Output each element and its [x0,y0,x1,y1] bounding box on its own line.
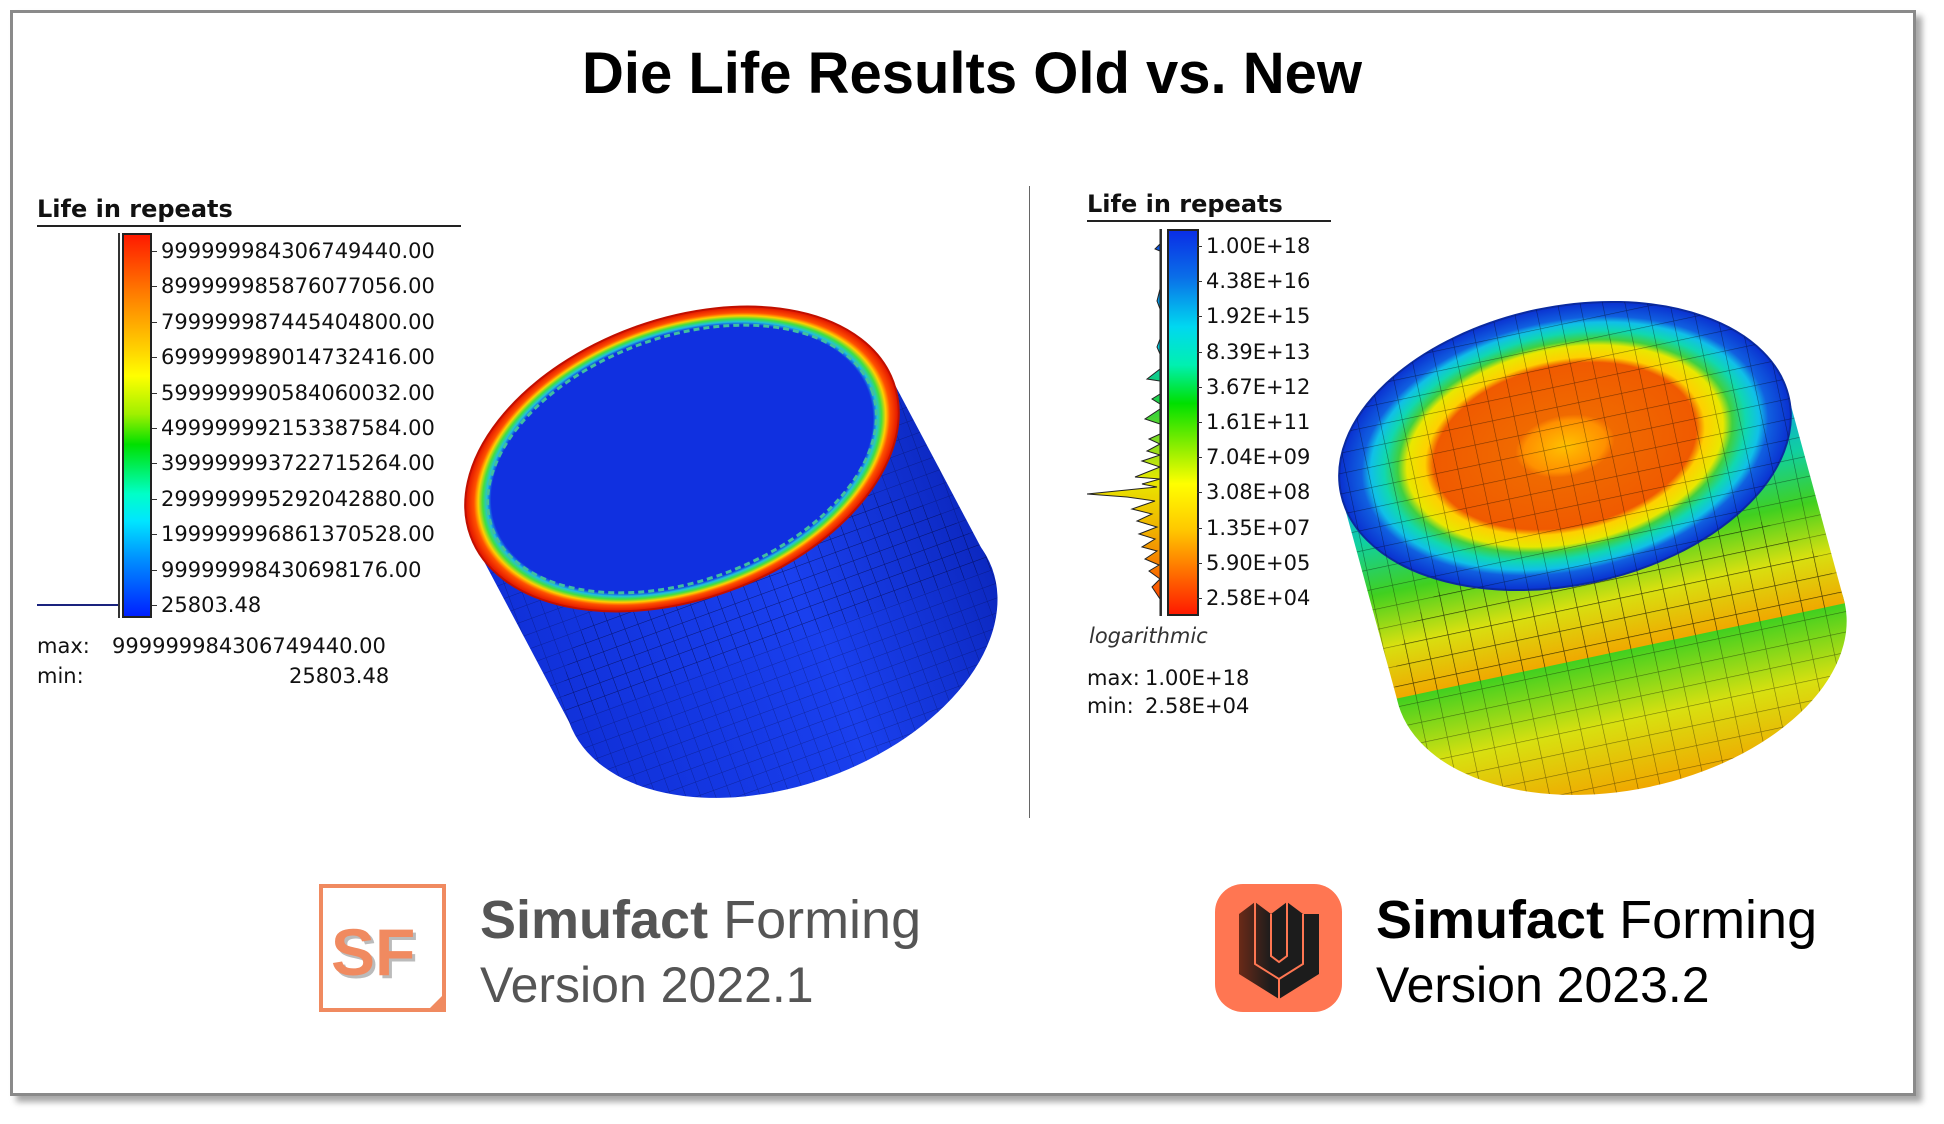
new-brand-light: Forming [1619,890,1818,950]
left-tick-label: 299999995292042880.00 [152,486,435,511]
right-tick-label: 4.38E+16 [1196,269,1311,294]
center-divider [1029,186,1030,818]
left-tick-label: 899999985876077056.00 [152,274,435,299]
old-die-model [464,305,998,798]
right-tick-label: 1.35E+07 [1196,515,1311,540]
right-tick-label: 5.90E+05 [1196,550,1311,575]
left-tick-label: 599999990584060032.00 [152,380,435,405]
left-tick-label: 199999996861370528.00 [152,522,435,547]
left-max-value: 999999984306749440.00 [112,634,386,658]
sf-logo-corner [426,992,446,1012]
right-max-value: 1.00E+18 [1145,666,1250,690]
new-version: Version 2023.2 [1376,957,1710,1013]
right-tick-label: 1.61E+11 [1196,410,1311,434]
right-histogram-axis [1160,229,1162,616]
right-tick-label: 7.04E+09 [1196,445,1311,470]
right-tick-label: 1.92E+15 [1196,304,1311,329]
sf-new-logo [1215,884,1342,1012]
slide-title: Die Life Results Old vs. New [582,41,1362,106]
left-tick-label: 399999993722715264.00 [152,451,435,476]
old-version: Version 2022.1 [480,957,814,1013]
left-tick-label: 99999998430698176.00 [152,557,422,582]
new-product-name: Simufact Forming [1376,893,1817,947]
right-histogram [1087,229,1162,616]
left-legend-underline [37,225,461,227]
right-min-label: min: [1087,694,1134,718]
right-legend-title: Life in repeats [1087,190,1283,218]
left-tick-label: 999999984306749440.00 [152,239,435,263]
old-brand-light: Forming [723,890,922,950]
left-color-bar [122,233,152,618]
right-legend-underline [1087,220,1331,222]
right-tick-label: 2.58E+04 [1196,586,1311,610]
old-product-name: Simufact Forming [480,893,921,947]
right-max-label: max: [1087,666,1140,690]
left-tick-label: 799999987445404800.00 [152,309,435,334]
left-histogram [37,604,118,606]
right-tick-label: 3.67E+12 [1196,374,1311,399]
right-scale-note: logarithmic [1089,624,1208,648]
left-tick-label: 499999992153387584.00 [152,416,435,440]
left-min-label: min: [37,664,84,688]
die-shield-icon [1239,902,1319,999]
right-tick-label: 1.00E+18 [1196,234,1311,258]
old-brand-bold: Simufact [480,890,709,950]
new-brand-bold: Simufact [1376,890,1605,950]
left-histogram-axis [118,233,120,618]
left-tick-label: 699999989014732416.00 [152,345,435,370]
sf-old-logo: SF [319,884,446,1012]
right-min-value: 2.58E+04 [1145,694,1250,718]
new-die-model [1338,300,1847,795]
right-tick-label: 3.08E+08 [1196,480,1311,505]
left-min-value: 25803.48 [289,664,390,688]
sf-logo-text: SF [331,915,416,989]
left-legend-title: Life in repeats [37,195,233,223]
left-max-label: max: [37,634,90,658]
right-tick-label: 8.39E+13 [1196,339,1311,364]
left-tick-label: 25803.48 [151,593,262,617]
